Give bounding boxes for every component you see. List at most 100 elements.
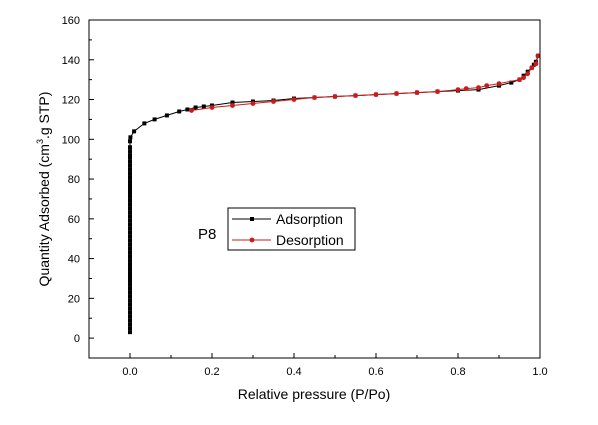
annotation-label: P8 — [198, 226, 216, 243]
adsorption-point — [128, 234, 132, 239]
adsorption-point — [128, 330, 132, 335]
desorption-point — [463, 86, 469, 91]
desorption-point — [373, 92, 379, 97]
adsorption-point — [128, 194, 132, 199]
desorption-point — [353, 93, 358, 98]
adsorption-point — [128, 242, 132, 247]
desorption-point — [525, 71, 531, 77]
adsorption-point — [128, 187, 132, 191]
y-tick-label: 20 — [68, 293, 80, 305]
adsorption-point — [128, 214, 132, 219]
y-tick-label: 40 — [68, 254, 80, 266]
adsorption-point — [128, 262, 132, 267]
desorption-point — [394, 91, 399, 96]
x-tick-label: 0.6 — [368, 366, 383, 378]
y-axis-title-part-1: Quantity Adsorbed (cm — [36, 144, 52, 286]
adsorption-point — [128, 218, 132, 223]
desorption-point — [414, 90, 420, 95]
desorption-point — [529, 65, 535, 71]
adsorption-point — [128, 167, 132, 172]
y-tick-label: 80 — [68, 174, 80, 186]
adsorption-point — [128, 270, 132, 275]
adsorption-point — [128, 314, 132, 319]
y-axis-title-part-2: .g STP) — [36, 92, 52, 139]
desorption-point — [455, 87, 461, 92]
adsorption-point — [128, 310, 132, 315]
y-tick-label: 60 — [68, 214, 80, 226]
desorption-point — [189, 108, 194, 113]
y-tick-label: 140 — [62, 55, 80, 67]
adsorption-point — [128, 179, 132, 184]
adsorption-point — [128, 258, 132, 263]
desorption-point — [332, 94, 338, 99]
desorption-point — [521, 75, 526, 81]
x-tick-label: 0.4 — [286, 366, 301, 378]
adsorption-point — [128, 183, 132, 188]
y-axis-title-superscript: 3 — [35, 139, 45, 144]
adsorption-point — [128, 286, 132, 291]
adsorption-point — [128, 210, 132, 215]
adsorption-point — [128, 198, 132, 203]
adsorption-point — [230, 100, 235, 105]
adsorption-point — [128, 266, 132, 271]
desorption-point — [291, 97, 297, 102]
adsorption-point — [177, 109, 182, 114]
y-tick-label: 120 — [62, 95, 80, 107]
adsorption-point — [128, 250, 132, 255]
desorption-point — [535, 53, 541, 59]
adsorption-point — [128, 145, 132, 150]
adsorption-point — [193, 105, 198, 110]
adsorption-point — [128, 246, 132, 251]
adsorption-point — [128, 230, 132, 235]
x-tick-label: 1.0 — [532, 366, 547, 378]
series-layer — [128, 53, 541, 335]
desorption-point — [271, 99, 276, 104]
adsorption-point — [128, 202, 132, 207]
adsorption-point — [128, 226, 132, 231]
y-tick-label: 100 — [62, 134, 80, 146]
adsorption-point — [128, 175, 132, 180]
plot-frame — [88, 19, 541, 359]
adsorption-point — [152, 117, 157, 122]
adsorption-point — [128, 206, 132, 211]
desorption-point — [312, 95, 317, 100]
adsorption-point — [128, 298, 132, 303]
desorption-point — [517, 77, 522, 83]
x-tick-label: 0.0 — [122, 366, 137, 378]
adsorption-point — [132, 129, 137, 134]
y-axis-title: Quantity Adsorbed (cm3.g STP) — [35, 92, 52, 287]
legend-label-desorption: Desorption — [276, 232, 344, 248]
legend-marker-desorption — [249, 237, 255, 243]
adsorption-point — [128, 274, 132, 279]
adsorption-point — [201, 104, 206, 109]
tick-layer: 0.0 0.2 0.4 0.6 0.8 1.0 0 20 40 60 80 100 120 140 160 — [62, 15, 548, 378]
legend: Adsorption Desorption — [227, 207, 356, 251]
adsorption-point — [128, 254, 132, 259]
adsorption-point — [185, 107, 190, 112]
adsorption-point — [128, 222, 132, 227]
adsorption-point — [128, 135, 133, 140]
adsorption-point — [128, 302, 132, 307]
legend-box — [227, 207, 356, 251]
legend-label-adsorption: Adsorption — [276, 211, 343, 227]
adsorption-point — [509, 80, 514, 85]
adsorption-point — [142, 121, 147, 126]
adsorption-point — [128, 290, 132, 295]
adsorption-point — [128, 163, 132, 168]
adsorption-point — [128, 238, 132, 243]
adsorption-point — [128, 326, 132, 331]
desorption-point — [476, 85, 481, 90]
x-axis-title: Relative pressure (P/Po) — [238, 386, 391, 402]
desorption-point — [496, 81, 502, 87]
adsorption-point — [164, 113, 169, 118]
desorption-point — [435, 89, 440, 94]
adsorption-point — [128, 171, 132, 176]
adsorption-point — [128, 153, 132, 158]
adsorption-point — [128, 139, 132, 144]
adsorption-point — [128, 278, 132, 283]
adsorption-point — [128, 149, 132, 154]
desorption-point — [230, 103, 235, 108]
x-tick-label: 0.2 — [204, 366, 219, 378]
adsorption-point — [128, 282, 132, 287]
